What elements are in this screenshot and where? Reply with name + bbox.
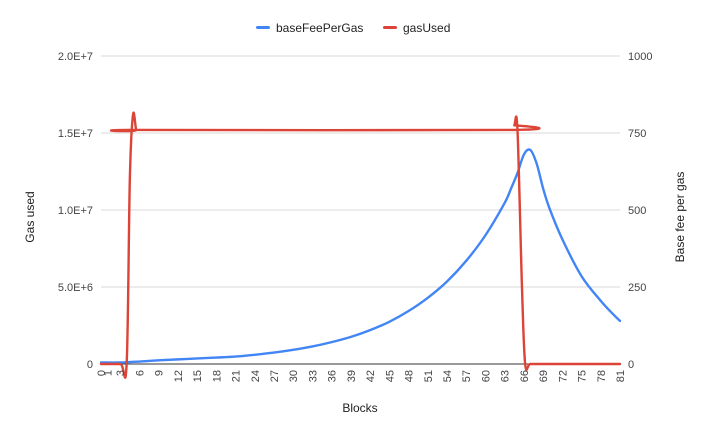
legend-item-basefee[interactable]: baseFeePerGas [256,21,363,35]
x-tick-label: 18 [211,370,223,382]
left-axis-title: Gas used [23,191,37,242]
x-tick-label: 69 [538,370,550,382]
x-tick-label: 9 [154,370,166,376]
x-tick-label: 81 [615,370,627,382]
x-tick-label: 48 [404,370,416,382]
left-y-tick-label: 1.5E+7 [58,128,93,140]
left-y-tick-label: 5.0E+6 [58,282,93,294]
x-tick-label: 0 [96,370,108,376]
x-tick-label: 1 [102,370,114,376]
x-tick-label: 33 [307,370,319,382]
x-tick-label: 27 [269,370,281,382]
right-y-tick-label: 0 [628,359,634,371]
x-tick-label: 51 [423,370,435,382]
x-tick-label: 78 [596,370,608,382]
x-tick-label: 45 [384,370,396,382]
x-tick-label: 6 [134,370,146,376]
gridlines [101,55,620,365]
left-y-tick-label: 2.0E+7 [58,51,93,63]
right-y-tick-label: 500 [628,205,646,217]
x-tick-label: 72 [557,370,569,382]
x-tick-label: 39 [346,370,358,382]
x-tick-label: 15 [192,370,204,382]
x-tick-label: 24 [250,370,262,382]
series-lines [99,111,622,379]
x-tick-label: 3 [115,370,127,376]
legend-swatch-basefee [256,26,270,29]
x-tick-label: 12 [173,370,185,382]
legend-label-gasused: gasUsed [403,21,450,35]
x-axis-title: Blocks [342,401,377,415]
legend: baseFeePerGas gasUsed [256,21,450,35]
legend-swatch-gasused [383,26,397,29]
series-line-basefee [99,148,622,364]
x-tick-label: 75 [577,370,589,382]
right-axis-title: Base fee per gas [673,172,687,263]
series-line-gasused [99,111,622,379]
x-tick-label: 66 [519,370,531,382]
x-tick-label: 36 [327,370,339,382]
right-y-tick-label: 1000 [628,51,652,63]
left-y-tick-label: 0 [87,359,93,371]
x-tick-label: 21 [231,370,243,382]
x-tick-label: 63 [500,370,512,382]
legend-item-gasused[interactable]: gasUsed [383,21,450,35]
left-y-tick-label: 1.0E+7 [58,205,93,217]
x-tick-label: 57 [461,370,473,382]
legend-label-basefee: baseFeePerGas [276,21,363,35]
x-tick-label: 30 [288,370,300,382]
x-tick-label: 54 [442,370,454,382]
right-y-tick-label: 750 [628,128,646,140]
x-tick-label: 60 [480,370,492,382]
right-y-tick-label: 250 [628,282,646,294]
x-tick-label: 42 [365,370,377,382]
